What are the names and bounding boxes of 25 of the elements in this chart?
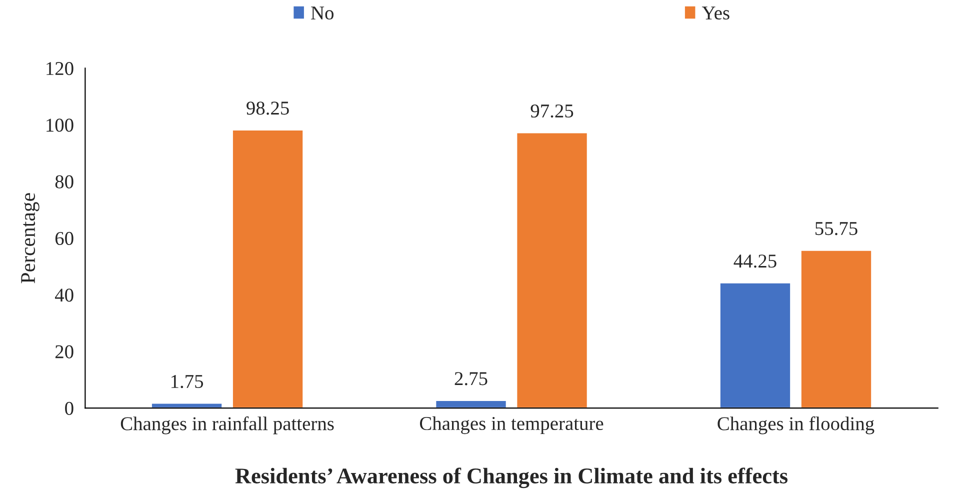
data-label: 2.75 — [454, 372, 488, 386]
data-label: 44.25 — [734, 254, 776, 268]
data-label: 98.25 — [246, 102, 289, 115]
y-tick-label: 60 — [55, 232, 74, 246]
data-label: 55.75 — [816, 222, 858, 236]
y-tick-label: 40 — [54, 288, 74, 302]
y-axis-title: Percentage — [21, 193, 40, 284]
bar — [434, 400, 508, 408]
bar — [232, 129, 304, 408]
x-tick-label: Changes in flooding — [718, 416, 874, 434]
x-tick-label: Changes in temperature — [420, 416, 604, 434]
y-tick-label: 120 — [46, 62, 74, 76]
data-label: 1.75 — [171, 375, 204, 388]
y-tick-label: 20 — [55, 345, 74, 358]
legend-label: Yes — [702, 6, 730, 20]
data-label: 97.25 — [530, 104, 574, 118]
bar — [800, 249, 872, 408]
legend-label: No — [311, 6, 334, 20]
y-tick-label: 0 — [65, 402, 74, 415]
y-tick-label: 80 — [55, 175, 74, 188]
x-axis-title: Residents’ Awareness of Changes in Climate and its effects — [235, 468, 788, 488]
bar — [516, 132, 588, 408]
bar — [719, 282, 792, 408]
y-tick-label: 100 — [46, 118, 74, 132]
x-tick-label: Changes in rainfall patterns — [120, 416, 334, 434]
